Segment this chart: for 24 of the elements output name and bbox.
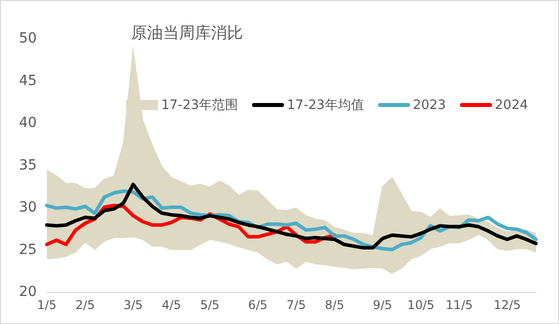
y-tick-label: 20 xyxy=(18,284,37,300)
legend-label: 17-23年均值 xyxy=(287,97,364,114)
x-tick-label: 11/5 xyxy=(446,298,473,312)
x-tick-label: 12/5 xyxy=(494,298,521,312)
x-tick-label: 9/5 xyxy=(372,298,392,312)
x-tick-label: 8/5 xyxy=(324,298,344,312)
x-tick-label: 10/5 xyxy=(407,298,434,312)
y-tick-label: 30 xyxy=(18,200,37,216)
x-tick-label: 6/5 xyxy=(248,298,268,312)
x-tick-label: 4/5 xyxy=(162,298,182,312)
y-tick-label: 40 xyxy=(18,115,37,132)
y-tick-label: 25 xyxy=(18,242,37,258)
y-tick-label: 50 xyxy=(18,30,37,47)
y-tick-label: 35 xyxy=(18,157,37,174)
y-tick-label: 45 xyxy=(18,72,37,89)
legend-label: 17-23年范围 xyxy=(161,97,238,114)
x-tick-label: 2/5 xyxy=(76,298,95,312)
x-tick-label: 5/5 xyxy=(200,298,220,312)
x-tick-label: 3/5 xyxy=(123,298,143,312)
chart-title: 原油当周库消比 xyxy=(131,23,243,44)
legend-label: 2023 xyxy=(412,98,446,112)
legend-label: 2024 xyxy=(494,98,528,112)
x-tick-label: 1/5 xyxy=(37,298,56,312)
x-tick-label: 7/5 xyxy=(286,298,306,312)
